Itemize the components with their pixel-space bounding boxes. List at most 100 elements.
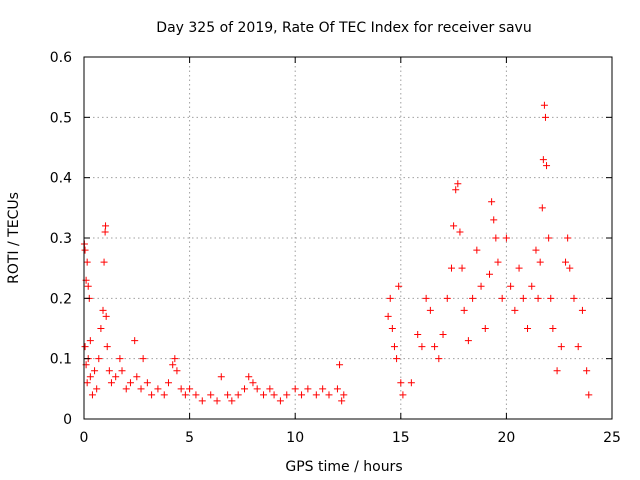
data-point — [83, 258, 91, 266]
data-point — [91, 367, 99, 375]
data-point — [101, 228, 109, 236]
data-point — [534, 294, 542, 302]
data-point — [86, 373, 94, 381]
data-point — [431, 343, 439, 351]
data-point — [173, 367, 181, 375]
data-point — [492, 234, 500, 242]
data-point — [171, 355, 179, 363]
x-tick-label: 10 — [286, 430, 304, 446]
data-point — [207, 391, 215, 399]
data-point — [86, 337, 94, 345]
data-point — [418, 343, 426, 351]
data-point — [397, 379, 405, 387]
data-point — [100, 258, 108, 266]
data-point — [116, 355, 124, 363]
data-point — [260, 391, 268, 399]
data-point — [388, 325, 396, 332]
plot-area-border — [83, 56, 613, 420]
data-point — [390, 343, 398, 351]
data-point — [439, 331, 447, 339]
data-point — [583, 367, 591, 375]
data-point — [84, 282, 92, 290]
axis-ticks — [83, 56, 613, 420]
data-point — [452, 186, 460, 194]
data-point — [186, 385, 194, 393]
chart-title: Day 325 of 2019, Rate Of TEC Index for r… — [156, 20, 531, 36]
data-point — [224, 391, 232, 399]
data-point — [325, 391, 333, 399]
data-point — [88, 391, 96, 399]
y-tick-label: 0.5 — [50, 110, 72, 126]
data-point — [95, 355, 103, 363]
x-tick-label: 5 — [185, 430, 194, 446]
data-point — [93, 385, 101, 393]
x-axis-label: GPS time / hours — [285, 459, 402, 475]
data-point — [477, 282, 485, 290]
data-point — [386, 294, 394, 302]
data-point — [562, 258, 570, 266]
axis-tick-labels: 0 0.1 0.2 0.3 0.4 0.5 0.6 0 5 10 15 20 25 — [50, 50, 621, 446]
data-point — [543, 162, 551, 170]
data-point — [107, 379, 115, 387]
data-point — [494, 258, 502, 266]
data-point — [578, 306, 586, 314]
data-point — [283, 391, 291, 399]
data-point — [131, 337, 139, 345]
data-point — [99, 306, 107, 314]
data-point — [473, 246, 481, 254]
data-point — [458, 264, 466, 272]
data-point — [118, 367, 126, 375]
data-point — [549, 325, 557, 332]
data-point — [160, 391, 168, 399]
data-point — [81, 246, 89, 254]
data-point — [538, 204, 546, 212]
data-point — [498, 294, 506, 302]
data-point — [181, 391, 189, 399]
data-point — [266, 385, 274, 393]
data-point — [245, 373, 253, 381]
data-point — [481, 325, 489, 332]
data-point — [519, 294, 527, 302]
data-point — [338, 397, 346, 405]
data-point — [545, 234, 553, 242]
x-tick-label: 25 — [603, 430, 621, 446]
data-point — [217, 373, 225, 381]
data-point — [249, 379, 257, 387]
data-point — [469, 294, 477, 302]
data-point — [83, 379, 91, 387]
data-point — [198, 397, 206, 405]
x-tick-label: 20 — [497, 430, 515, 446]
data-point — [435, 355, 443, 363]
data-point — [143, 379, 151, 387]
data-point — [234, 391, 242, 399]
grid — [84, 57, 612, 419]
data-point — [557, 343, 565, 351]
data-point — [488, 198, 496, 206]
data-point — [312, 391, 320, 399]
data-point — [270, 391, 278, 399]
data-point — [528, 282, 536, 290]
data-point — [112, 373, 120, 381]
data-point — [570, 294, 578, 302]
data-point — [228, 397, 236, 405]
y-tick-label: 0.3 — [50, 231, 72, 247]
data-point — [574, 343, 582, 351]
data-point — [536, 258, 544, 266]
data-point — [164, 379, 172, 387]
data-point — [553, 367, 561, 375]
data-point — [336, 361, 344, 369]
data-point — [169, 361, 177, 369]
data-point — [547, 294, 555, 302]
data-point — [291, 385, 299, 393]
data-point — [464, 337, 472, 345]
data-point — [490, 216, 498, 224]
data-point — [126, 379, 134, 387]
data-point — [102, 312, 110, 320]
data-point — [177, 385, 185, 393]
data-point — [460, 306, 468, 314]
data-point — [253, 385, 261, 393]
x-tick-label: 15 — [392, 430, 410, 446]
data-point — [276, 397, 284, 405]
data-point — [524, 325, 532, 332]
